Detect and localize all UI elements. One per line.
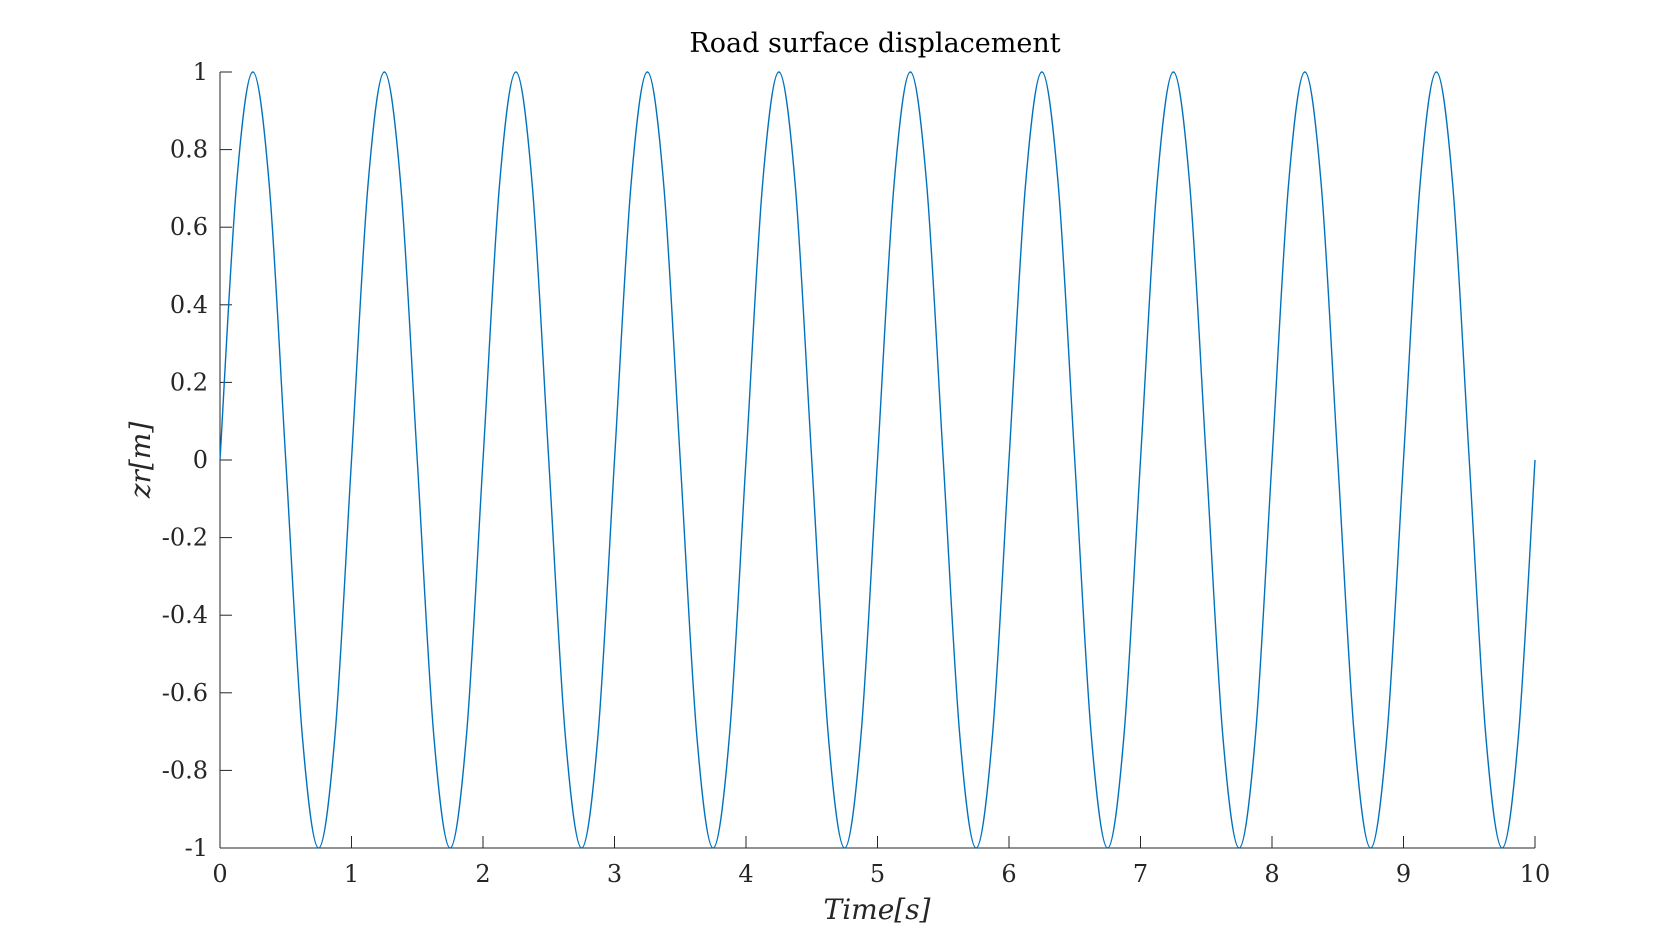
x-tick-label: 7 bbox=[1133, 860, 1148, 888]
x-tick-label: 0 bbox=[212, 860, 227, 888]
y-tick-label: 0 bbox=[193, 446, 208, 474]
y-tick-label: 0.8 bbox=[170, 136, 208, 164]
y-tick-label: 0.2 bbox=[170, 368, 208, 396]
series-line-zr bbox=[219, 71, 1536, 849]
x-tick-label: 5 bbox=[870, 860, 885, 888]
x-tick-label: 3 bbox=[607, 860, 622, 888]
chart-title: Road surface displacement bbox=[689, 28, 1060, 59]
y-tick-label: 0.4 bbox=[170, 291, 208, 319]
x-tick-label: 2 bbox=[475, 860, 490, 888]
y-tick-group: 1 0.8 0.6 0.4 0.2 0 -0.2 -0.4 -0.6 -0.8 -1 bbox=[162, 58, 232, 862]
x-tick-label: 10 bbox=[1520, 860, 1551, 888]
x-tick-label: 1 bbox=[344, 860, 359, 888]
x-tick-label: 4 bbox=[738, 860, 753, 888]
x-tick-label: 8 bbox=[1264, 860, 1279, 888]
x-axis-label: Time[s] bbox=[824, 893, 931, 926]
x-tick-label: 9 bbox=[1396, 860, 1411, 888]
x-tick-label: 6 bbox=[1001, 860, 1016, 888]
y-tick-label: 0.6 bbox=[170, 213, 208, 241]
y-tick-label: -0.6 bbox=[162, 679, 208, 707]
y-axis-label: zr[m] bbox=[124, 422, 157, 500]
x-tick-group: 0 1 2 3 4 5 6 7 8 9 10 bbox=[212, 836, 1550, 888]
y-tick-label: -0.2 bbox=[162, 524, 208, 552]
y-tick-label: -1 bbox=[185, 834, 208, 862]
y-tick-label: -0.8 bbox=[162, 756, 208, 784]
y-tick-label: -0.4 bbox=[162, 601, 208, 629]
y-tick-label: 1 bbox=[193, 58, 208, 86]
